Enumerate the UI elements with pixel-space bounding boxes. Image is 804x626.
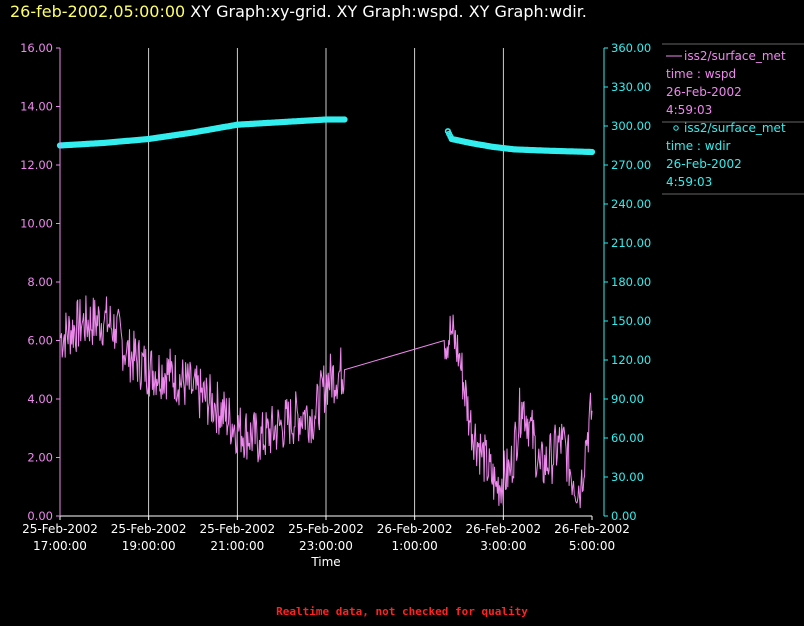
right-tick-label: 210.00 [611,236,651,250]
right-tick-label: 120.00 [611,353,651,367]
legend-variable: time : wspd [666,67,736,81]
left-tick-label: 0.00 [27,509,53,523]
left-tick-label: 6.00 [27,334,53,348]
legend-date: 26-Feb-2002 [666,85,742,99]
right-tick-label: 90.00 [611,392,644,406]
x-tick-label-date: 26-Feb-2002 [377,522,453,536]
x-tick-label-date: 25-Feb-2002 [199,522,275,536]
x-tick-label-time: 1:00:00 [392,539,438,553]
right-tick-label: 0.00 [611,509,637,523]
x-tick-label-date: 25-Feb-2002 [288,522,364,536]
graph-titles: XY Graph:xy-grid. XY Graph:wspd. XY Grap… [190,2,587,21]
x-tick-label-date: 25-Feb-2002 [111,522,187,536]
left-tick-label: 2.00 [27,451,53,465]
x-tick-label-date: 26-Feb-2002 [465,522,541,536]
timestamp-label: 26-feb-2002,05:00:00 [10,2,186,21]
left-tick-label: 16.00 [20,41,53,55]
series-layer [56,116,596,509]
x-tick-label-date: 26-Feb-2002 [554,522,630,536]
x-tick-label-time: 19:00:00 [122,539,176,553]
series-wspd-line [60,295,593,509]
left-tick-label: 14.00 [20,100,53,114]
x-tick-label-time: 5:00:00 [569,539,615,553]
right-tick-label: 300.00 [611,119,651,133]
x-tick-label-time: 21:00:00 [210,539,264,553]
legend-time: 4:59:03 [666,175,712,189]
x-tick-label-time: 23:00:00 [299,539,353,553]
x-axis-label: Time [310,555,340,569]
legend-date: 26-Feb-2002 [666,157,742,171]
series-wdir-point [341,116,348,123]
right-tick-label: 270.00 [611,158,651,172]
right-tick-label: 180.00 [611,275,651,289]
quality-notice: Realtime data, not checked for quality [276,605,528,618]
right-tick-label: 150.00 [611,314,651,328]
legend-source: iss2/surface_met [684,49,786,63]
axes: 25-Feb-2002 17:00:00 25-Feb-2002 19:00:00 25… [20,41,651,569]
x-tick-label-time: 3:00:00 [480,539,526,553]
legend-variable: time : wdir [666,139,731,153]
right-tick-label: 330.00 [611,80,651,94]
x-tick-label-time: 17:00:00 [33,539,87,553]
left-tick-label: 8.00 [27,275,53,289]
right-tick-label: 360.00 [611,41,651,55]
right-tick-label: 60.00 [611,431,644,445]
window-header: 26-feb-2002,05:00:00 XY Graph:xy-grid. X… [10,2,587,21]
left-tick-label: 12.00 [20,158,53,172]
legend-source: iss2/surface_met [684,121,786,135]
series-wdir-point [588,148,596,156]
legend-time: 4:59:03 [666,103,712,117]
left-tick-label: 10.00 [20,217,53,231]
left-tick-label: 4.00 [27,392,53,406]
x-tick-label-date: 25-Feb-2002 [22,522,98,536]
right-tick-label: 30.00 [611,470,644,484]
right-tick-label: 240.00 [611,197,651,211]
legend-circle-marker [673,125,679,131]
